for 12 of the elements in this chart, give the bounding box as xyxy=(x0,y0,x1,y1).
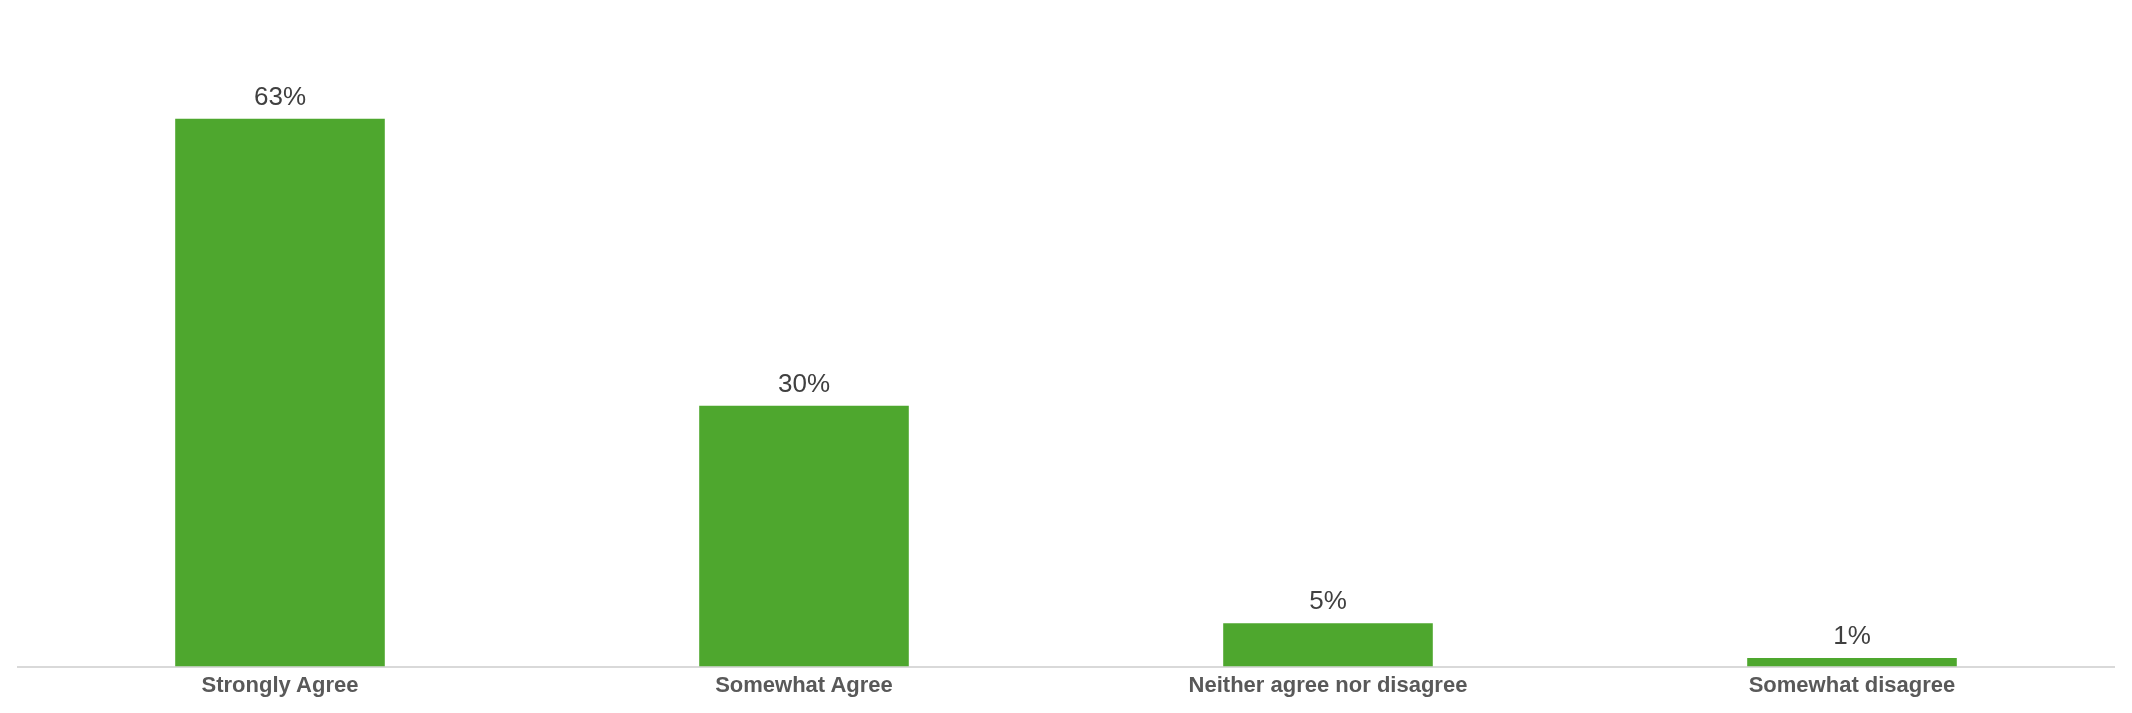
data-label: 63% xyxy=(253,81,307,112)
bar xyxy=(175,118,385,667)
x-tick-label: Strongly Agree xyxy=(201,671,359,697)
bar xyxy=(1223,623,1433,667)
data-label: 30% xyxy=(777,367,831,398)
x-tick-label: Somewhat Agree xyxy=(715,671,893,697)
data-label: 5% xyxy=(1309,585,1347,616)
bar xyxy=(699,405,909,667)
x-tick-label: Somewhat disagree xyxy=(1748,671,1956,697)
data-label: 1% xyxy=(1833,620,1871,651)
bar xyxy=(1747,657,1957,667)
x-tick-label: Neither agree nor disagree xyxy=(1188,671,1468,697)
